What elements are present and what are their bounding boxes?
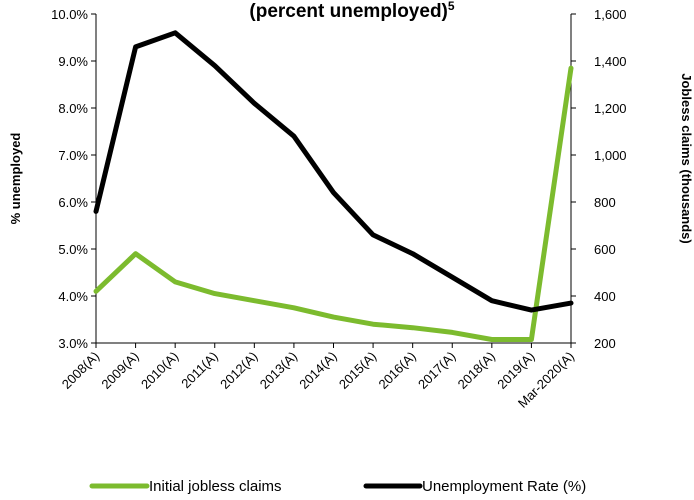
y-left-tick-label: 8.0% <box>58 101 88 116</box>
legend: Initial jobless claims Unemployment Rate … <box>89 478 586 495</box>
y-left-tick-label: 9.0% <box>58 54 88 69</box>
y-left-tick-label: 10.0% <box>51 7 88 22</box>
x-tick-label: 2013(A) <box>257 349 300 392</box>
legend-label: Initial jobless claims <box>149 478 282 495</box>
x-tick-label: 2010(A) <box>138 349 181 392</box>
x-tick-label: 2014(A) <box>296 349 339 392</box>
y-right-tick-label: 600 <box>594 242 616 257</box>
x-tick-label: 2012(A) <box>217 349 260 392</box>
y-left-axis-title: % unemployed <box>8 133 23 225</box>
y-left-tick-label: 6.0% <box>58 195 88 210</box>
y-left-tick-label: 5.0% <box>58 242 88 257</box>
x-tick-label: 2008(A) <box>59 349 102 392</box>
x-tick-label: 2018(A) <box>455 349 498 392</box>
y-left-tick-label: 7.0% <box>58 148 88 163</box>
series-group <box>93 30 574 342</box>
y-right-tick-label: 400 <box>594 289 616 304</box>
y-left-tick-label: 3.0% <box>58 336 88 351</box>
y-right-tick-label: 1,400 <box>594 54 627 69</box>
x-tick-label: 2011(A) <box>178 349 221 392</box>
y-right-tick-label: 1,200 <box>594 101 627 116</box>
y-right-axis-title: Jobless claims (thousands) <box>679 73 694 244</box>
y-right-tick-label: 1,000 <box>594 148 627 163</box>
x-tick-label: 2016(A) <box>375 349 418 392</box>
x-tick-label: 2017(A) <box>415 349 458 392</box>
x-tick-label: 2009(A) <box>98 349 141 392</box>
series-line-jobless-claims <box>93 65 574 342</box>
y-right-tick-label: 1,600 <box>594 7 627 22</box>
y-right-tick-label: 800 <box>594 195 616 210</box>
y-right-tick-label: 200 <box>594 336 616 351</box>
chart-title: (percent unemployed)5 <box>249 0 454 22</box>
y-left-tick-label: 4.0% <box>58 289 88 304</box>
legend-label: Unemployment Rate (%) <box>422 478 586 495</box>
x-tick-label: 2015(A) <box>336 349 379 392</box>
series-line-unemployment-rate <box>93 30 574 313</box>
